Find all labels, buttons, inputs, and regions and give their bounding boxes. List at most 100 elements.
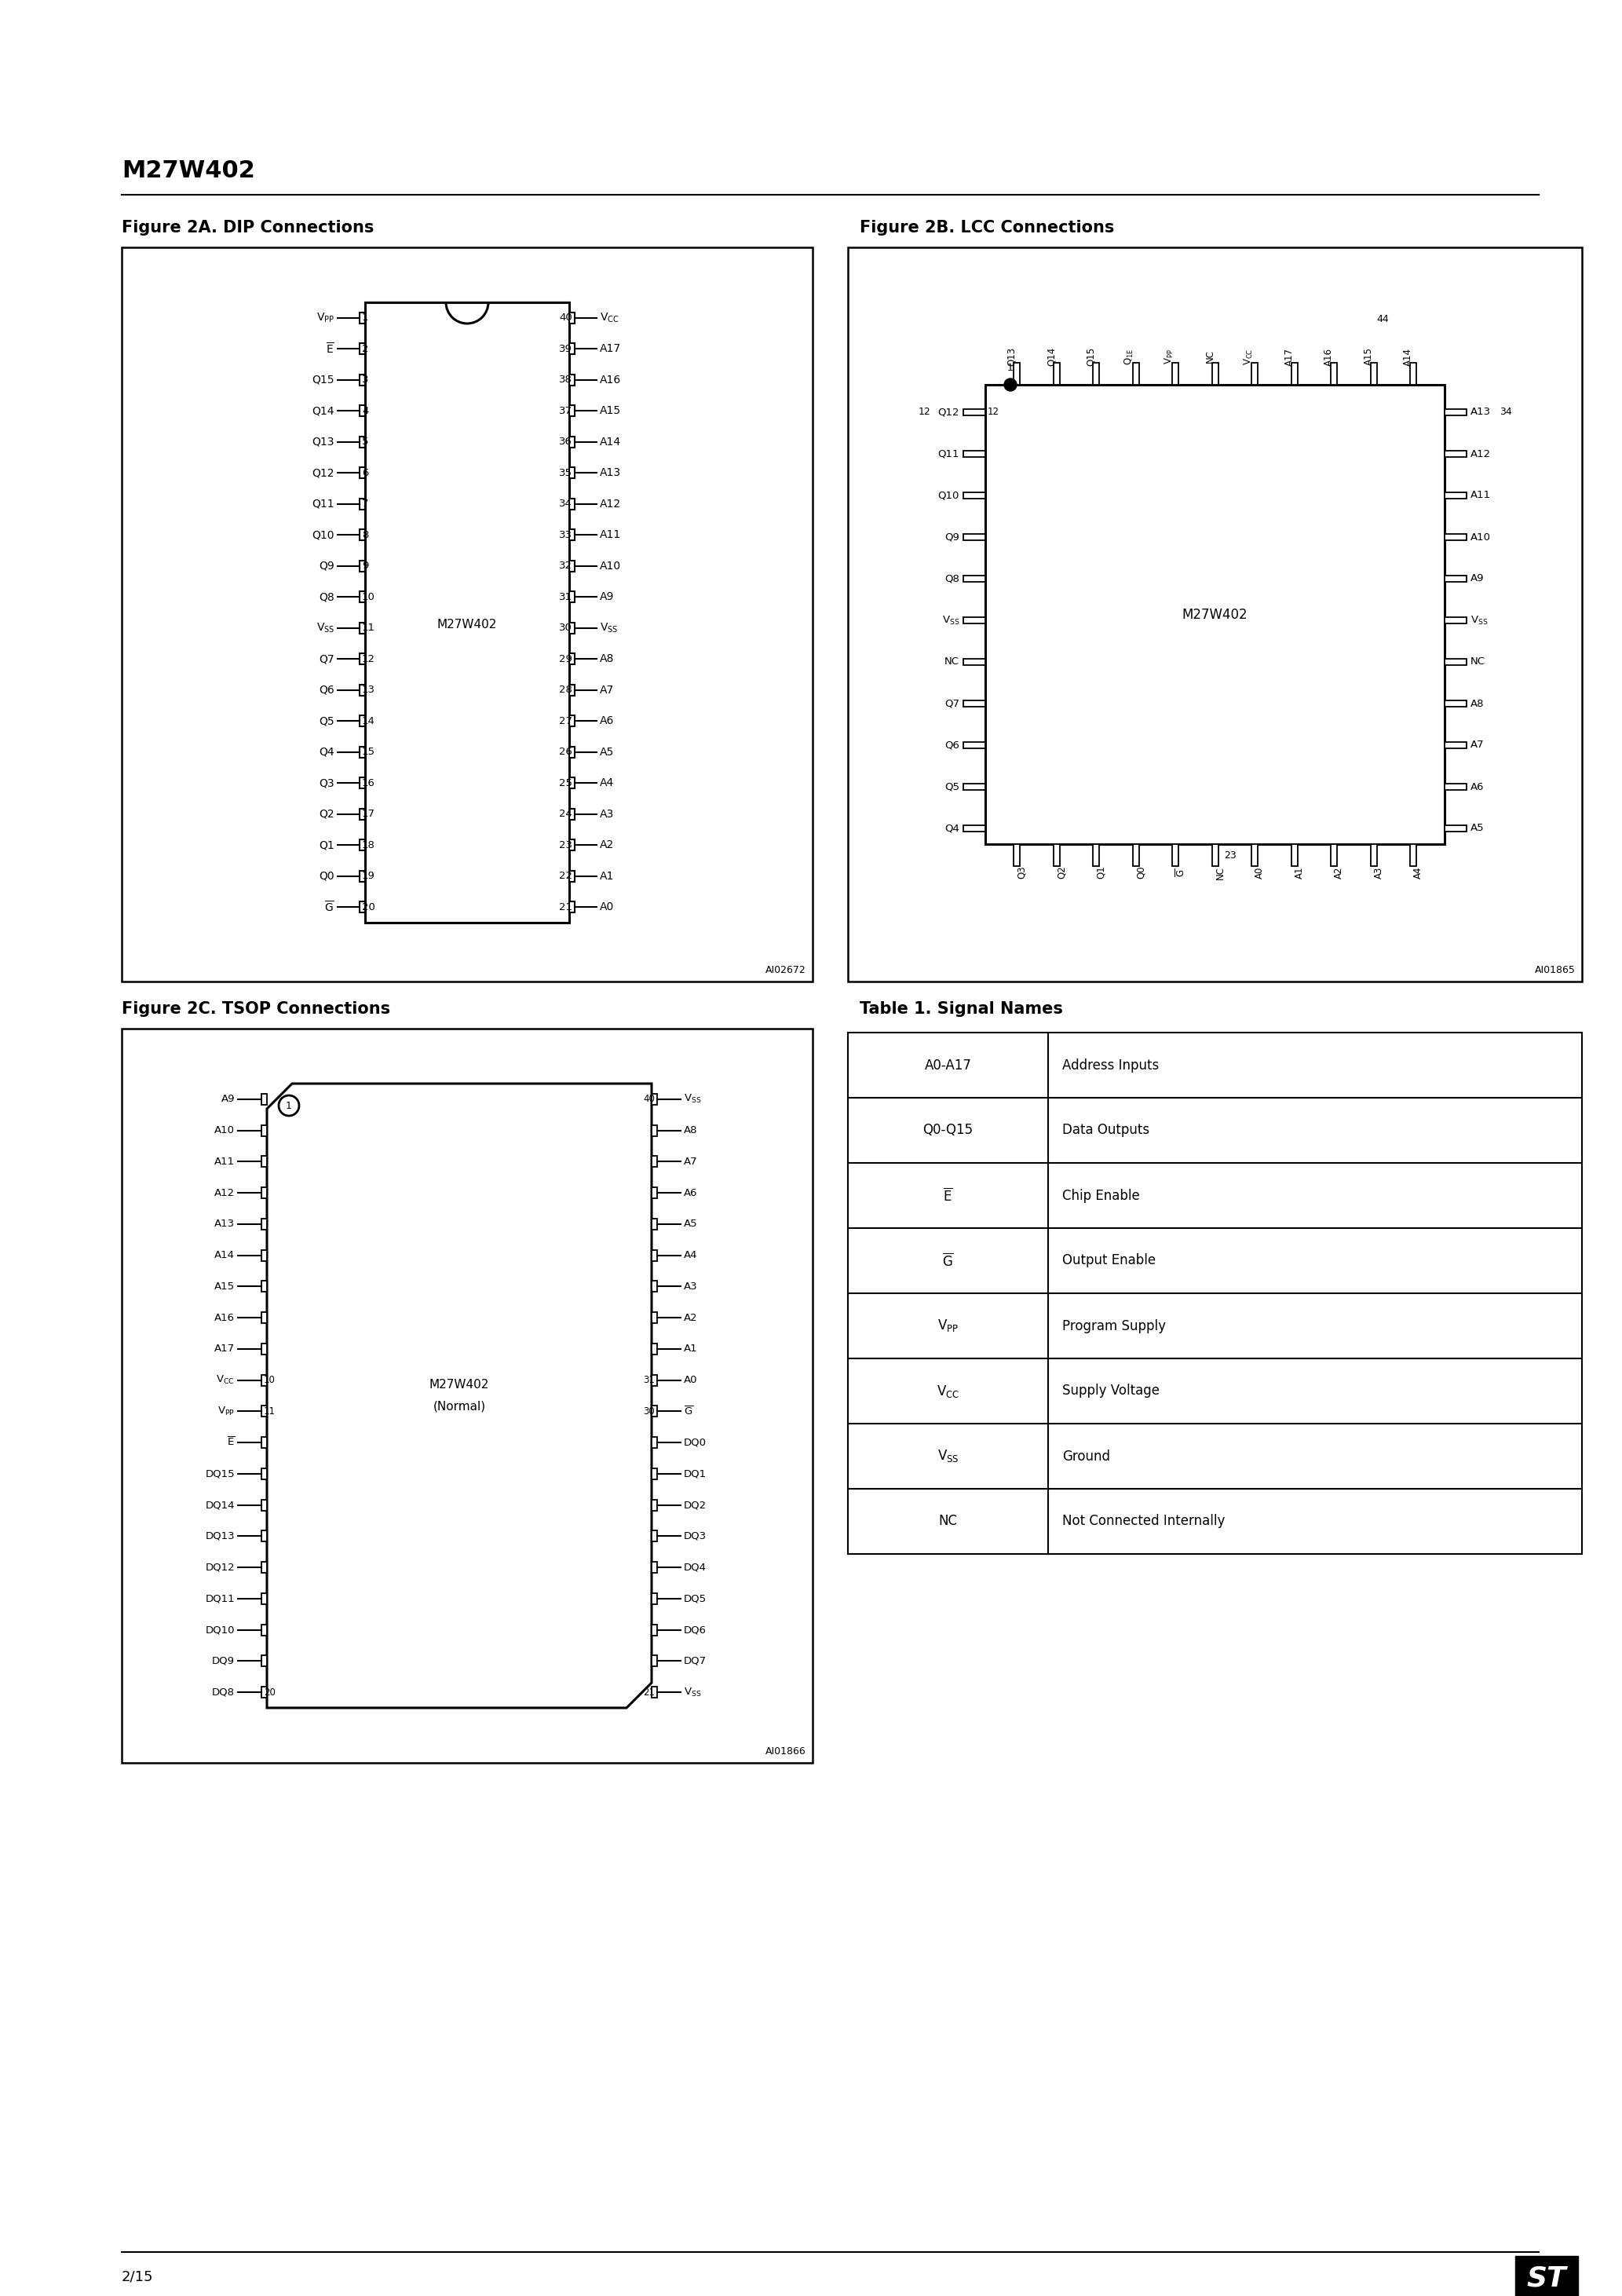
Text: 23: 23 <box>1225 850 1238 861</box>
Text: 34: 34 <box>560 498 573 510</box>
Text: NC: NC <box>1215 866 1225 879</box>
Bar <box>569 716 574 726</box>
Text: Q3: Q3 <box>1017 866 1027 879</box>
Text: A15: A15 <box>214 1281 235 1293</box>
Bar <box>360 870 365 882</box>
Text: $\overline{\mathregular{G}}$: $\overline{\mathregular{G}}$ <box>942 1251 954 1270</box>
Bar <box>1093 363 1100 386</box>
Bar <box>1053 363 1059 386</box>
Bar <box>652 1467 657 1479</box>
Text: DQ2: DQ2 <box>684 1499 707 1511</box>
Bar <box>360 312 365 324</box>
Bar <box>1445 700 1466 707</box>
Text: ST: ST <box>1526 2264 1567 2291</box>
Text: 33: 33 <box>560 530 573 540</box>
Text: 20: 20 <box>362 902 375 912</box>
Bar <box>261 1437 268 1449</box>
Text: 7: 7 <box>362 498 368 510</box>
Text: 12: 12 <box>988 406 999 418</box>
Text: A6: A6 <box>684 1187 697 1199</box>
Bar <box>261 1623 268 1635</box>
Text: A15: A15 <box>600 406 621 416</box>
Text: 36: 36 <box>560 436 573 448</box>
Text: 14: 14 <box>362 716 375 726</box>
Text: (Normal): (Normal) <box>433 1401 485 1412</box>
Bar <box>848 248 1581 980</box>
Text: Q3: Q3 <box>320 778 334 788</box>
Text: A0: A0 <box>684 1375 697 1384</box>
Bar <box>569 684 574 696</box>
Text: Q0: Q0 <box>320 870 334 882</box>
Bar <box>360 560 365 572</box>
Text: A8: A8 <box>684 1125 697 1137</box>
Text: A14: A14 <box>1403 347 1413 365</box>
Text: DQ13: DQ13 <box>206 1531 235 1541</box>
Text: A13: A13 <box>1471 406 1491 418</box>
Text: A8: A8 <box>1471 698 1484 709</box>
Text: Q6: Q6 <box>320 684 334 696</box>
Text: A3: A3 <box>684 1281 697 1293</box>
Bar <box>1014 845 1020 866</box>
Bar <box>1132 845 1139 866</box>
Text: A1: A1 <box>1294 866 1304 879</box>
Bar <box>360 498 365 510</box>
Text: A12: A12 <box>1471 448 1491 459</box>
Bar <box>652 1157 657 1166</box>
Text: Output Enable: Output Enable <box>1062 1254 1156 1267</box>
Text: A13: A13 <box>214 1219 235 1228</box>
Bar <box>360 592 365 602</box>
Bar <box>1212 363 1218 386</box>
Bar <box>569 592 574 602</box>
Text: DQ7: DQ7 <box>684 1655 707 1667</box>
Text: 2: 2 <box>362 344 368 354</box>
Text: 22: 22 <box>560 870 573 882</box>
Text: NC: NC <box>1471 657 1486 668</box>
Bar <box>652 1655 657 1667</box>
Bar <box>360 654 365 664</box>
Bar <box>360 406 365 416</box>
Text: M27W402: M27W402 <box>438 620 496 631</box>
Text: V$_{\mathregular{PP}}$: V$_{\mathregular{PP}}$ <box>217 1405 235 1417</box>
Bar <box>1445 576 1466 581</box>
Bar <box>360 746 365 758</box>
Text: A14: A14 <box>600 436 621 448</box>
Text: A12: A12 <box>214 1187 235 1199</box>
Bar <box>963 824 985 831</box>
Text: DQ11: DQ11 <box>206 1593 235 1603</box>
Text: Data Outputs: Data Outputs <box>1062 1123 1150 1137</box>
Text: A3: A3 <box>1374 866 1384 879</box>
Bar <box>569 530 574 540</box>
Text: Q7: Q7 <box>320 654 334 664</box>
Text: A11: A11 <box>1471 491 1491 501</box>
Bar <box>360 468 365 478</box>
Bar <box>261 1499 268 1511</box>
Text: DQ12: DQ12 <box>206 1561 235 1573</box>
Bar <box>1445 783 1466 790</box>
Text: Ground: Ground <box>1062 1449 1109 1463</box>
Text: Chip Enable: Chip Enable <box>1062 1189 1140 1203</box>
Text: A10: A10 <box>1471 533 1491 542</box>
Bar <box>360 902 365 912</box>
Bar <box>261 1187 268 1199</box>
Text: NC: NC <box>939 1515 957 1529</box>
Text: A17: A17 <box>214 1343 235 1355</box>
Text: DQ4: DQ4 <box>684 1561 707 1573</box>
Bar <box>261 1249 268 1261</box>
Text: A0-A17: A0-A17 <box>925 1058 972 1072</box>
Text: 32: 32 <box>560 560 573 572</box>
Text: DQ1: DQ1 <box>684 1469 707 1479</box>
Bar <box>963 700 985 707</box>
Text: 30: 30 <box>560 622 573 634</box>
Bar <box>1445 450 1466 457</box>
Bar <box>1173 845 1179 866</box>
Bar <box>652 1313 657 1322</box>
Text: 10: 10 <box>362 592 375 602</box>
Text: A16: A16 <box>600 374 621 386</box>
Bar <box>652 1561 657 1573</box>
Bar <box>569 870 574 882</box>
Bar <box>1291 845 1298 866</box>
Text: 11: 11 <box>264 1405 276 1417</box>
Text: A17: A17 <box>600 344 621 354</box>
Text: 39: 39 <box>560 344 573 354</box>
Bar <box>569 902 574 912</box>
